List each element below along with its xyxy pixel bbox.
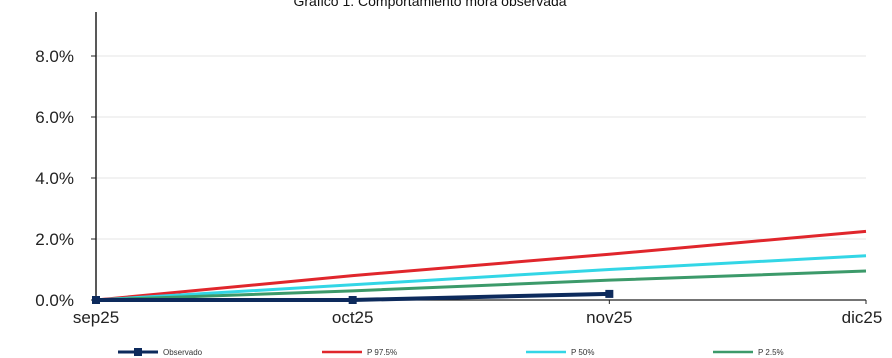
legend: Observado P 97.5% P 50% P 2.5% (118, 348, 784, 357)
gridlines (96, 55, 866, 240)
x-tick-label: oct25 (332, 308, 374, 327)
series-line-1 (95, 229, 867, 302)
legend-label: P 97.5% (367, 348, 397, 357)
legend-entry-3: P 2.5% (713, 348, 784, 357)
data-point (605, 289, 614, 298)
x-tick-label: dic25 (842, 308, 883, 327)
legend-label: Observado (163, 348, 203, 357)
series-line-3 (95, 269, 867, 302)
legend-label: P 50% (571, 348, 594, 357)
y-axis-ticks: 0.0% 2.0% 4.0% 6.0% 8.0% (35, 47, 96, 310)
chart-title: Gráfico 1. Comportamiento mora observada (293, 0, 566, 9)
x-axis-ticks: sep25 oct25 nov25 dic25 (73, 300, 882, 327)
series-lines (92, 229, 867, 304)
y-tick-label: 8.0% (35, 47, 74, 66)
y-tick-label: 2.0% (35, 230, 74, 249)
x-tick-label: nov25 (586, 308, 632, 327)
legend-label: P 2.5% (758, 348, 784, 357)
legend-entry-1: P 97.5% (322, 348, 397, 357)
y-tick-label: 0.0% (35, 291, 74, 310)
x-tick-label: sep25 (73, 308, 119, 327)
legend-entry-2: P 50% (526, 348, 594, 357)
legend-marker (134, 348, 142, 356)
legend-entry-0: Observado (118, 348, 203, 357)
data-point (92, 296, 100, 304)
y-tick-label: 4.0% (35, 169, 74, 188)
series-line-2 (95, 254, 867, 302)
data-point (348, 296, 357, 304)
y-tick-label: 6.0% (35, 108, 74, 127)
